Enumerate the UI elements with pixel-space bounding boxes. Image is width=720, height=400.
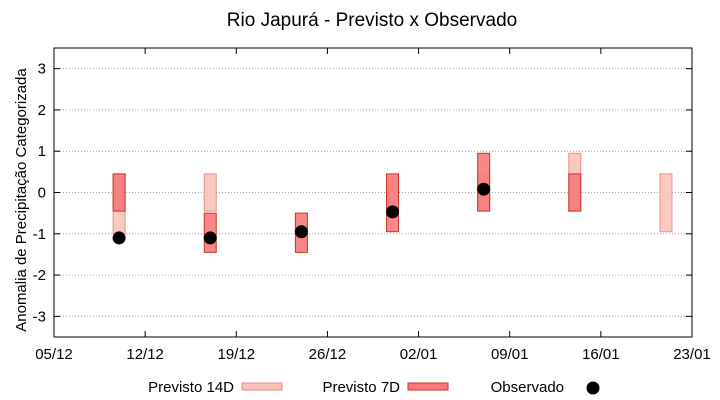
y-tick-label: -3 — [33, 308, 46, 325]
x-tick-label: 09/01 — [491, 346, 529, 363]
chart-title: Rio Japurá - Previsto x Observado — [227, 10, 517, 31]
forecast-7d-bar — [386, 173, 400, 233]
y-tick-label: -1 — [33, 226, 46, 243]
x-tick-label: 26/12 — [309, 346, 347, 363]
x-tick-label: 19/12 — [218, 346, 256, 363]
legend-marker — [586, 381, 600, 395]
forecast-7d-bar — [568, 173, 582, 212]
legend: Previsto 14D Previsto 7D Observado — [148, 379, 600, 396]
legend-label: Previsto 14D — [148, 379, 234, 396]
series-previsto-7d — [112, 152, 582, 253]
grid-lines — [54, 68, 692, 317]
legend-label: Previsto 7D — [322, 379, 400, 396]
forecast-14d-bar — [659, 173, 673, 233]
x-tick-label: 12/12 — [126, 346, 164, 363]
x-tick-label: 16/01 — [582, 346, 620, 363]
x-tick-label: 23/01 — [673, 346, 711, 363]
x-tick-label: 05/12 — [35, 346, 73, 363]
forecast-7d-bar — [477, 152, 491, 212]
y-tick-label: 2 — [38, 102, 46, 119]
observed-point — [203, 231, 217, 245]
observed-point — [294, 225, 308, 239]
y-axis-ticks: -3 -2 -1 0 1 2 3 — [33, 61, 692, 325]
legend-swatch — [241, 382, 283, 391]
y-tick-label: 1 — [38, 143, 46, 160]
observed-point — [112, 231, 126, 245]
y-tick-label: 0 — [38, 185, 46, 202]
legend-swatch — [407, 382, 449, 391]
x-tick-label: 02/01 — [400, 346, 438, 363]
y-tick-label: -2 — [33, 267, 46, 284]
observed-point — [386, 205, 400, 219]
forecast-14d-bar — [203, 173, 217, 212]
y-tick-label: 3 — [38, 61, 46, 78]
y-axis-label: Anomalia de Precipitação Categorizada — [13, 68, 30, 332]
observed-point — [477, 182, 491, 196]
legend-label: Observado — [491, 379, 564, 396]
forecast-7d-bar — [112, 173, 126, 212]
x-axis-ticks: 05/12 12/12 19/12 26/12 02/01 09/01 16/01 23/01 — [35, 48, 711, 363]
series-observado — [112, 182, 491, 245]
